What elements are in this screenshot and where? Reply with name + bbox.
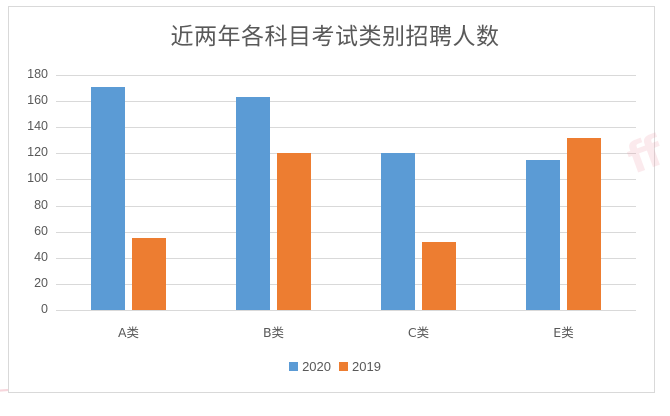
- gridline: [56, 127, 636, 129]
- legend: 2020 2019: [0, 359, 670, 374]
- y-tick-label: 100: [27, 171, 48, 186]
- gridline: [56, 153, 636, 155]
- bar-2020-3: [526, 159, 560, 310]
- y-tick-label: 80: [34, 197, 48, 212]
- plot-area: [56, 75, 636, 311]
- gridline: [56, 205, 636, 207]
- gridline: [56, 283, 636, 285]
- y-tick-label: 180: [27, 67, 48, 81]
- bar-2019-0: [132, 238, 166, 310]
- bar-2019-1: [277, 153, 311, 310]
- chart-title: 近两年各科目考试类别招聘人数: [170, 24, 500, 50]
- legend-item-2019: 2019: [339, 359, 381, 374]
- gridline: [56, 257, 636, 259]
- bar-2020-2: [381, 153, 415, 310]
- legend-item-2020: 2020: [289, 359, 331, 374]
- legend-swatch-icon: [339, 362, 348, 371]
- legend-label: 2019: [352, 359, 381, 374]
- y-tick-label: 120: [27, 145, 48, 160]
- gridline: [56, 231, 636, 233]
- y-tick-label: 160: [27, 93, 48, 108]
- legend-label: 2020: [302, 359, 331, 374]
- y-tick-label: 40: [34, 249, 48, 264]
- gridline: [56, 310, 636, 311]
- bar-2020-1: [236, 97, 270, 310]
- x-tick-label: A类: [117, 325, 140, 340]
- y-tick-label: 0: [41, 302, 48, 316]
- x-tick-label: B类: [262, 325, 285, 340]
- gridline: [56, 101, 636, 103]
- bar-2020-0: [91, 86, 125, 310]
- y-tick-label: 60: [34, 223, 48, 238]
- x-tick-label: C类: [407, 325, 430, 340]
- x-tick-label: E类: [553, 325, 574, 340]
- bar-2019-3: [567, 137, 601, 310]
- y-tick-label: 20: [34, 275, 48, 290]
- y-tick-label: 140: [27, 119, 48, 134]
- gridline: [56, 75, 636, 76]
- gridline: [56, 179, 636, 181]
- legend-swatch-icon: [289, 362, 299, 371]
- bar-2019-2: [422, 242, 456, 310]
